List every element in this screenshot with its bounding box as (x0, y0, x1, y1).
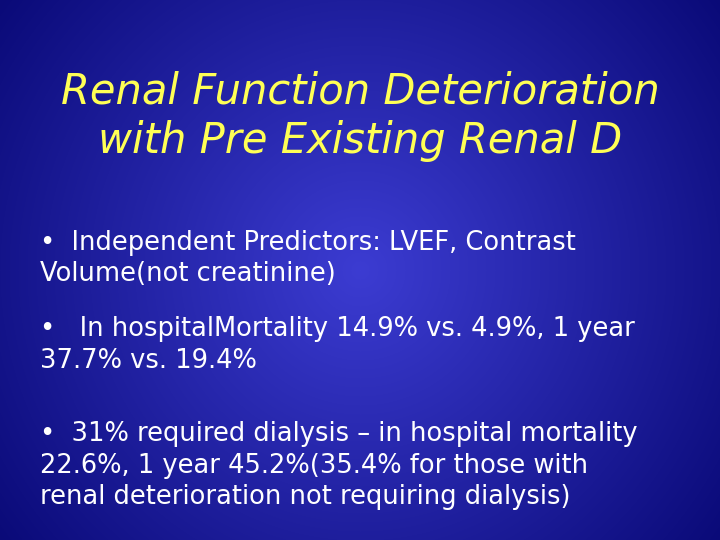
Text: Renal Function Deterioration
with Pre Existing Renal D: Renal Function Deterioration with Pre Ex… (60, 70, 660, 163)
Text: •   In hospitalMortality 14.9% vs. 4.9%, 1 year
37.7% vs. 19.4%: • In hospitalMortality 14.9% vs. 4.9%, 1… (40, 316, 634, 374)
Text: •  31% required dialysis – in hospital mortality
22.6%, 1 year 45.2%(35.4% for t: • 31% required dialysis – in hospital mo… (40, 421, 637, 510)
Text: •  Independent Predictors: LVEF, Contrast
Volume(not creatinine): • Independent Predictors: LVEF, Contrast… (40, 230, 575, 287)
